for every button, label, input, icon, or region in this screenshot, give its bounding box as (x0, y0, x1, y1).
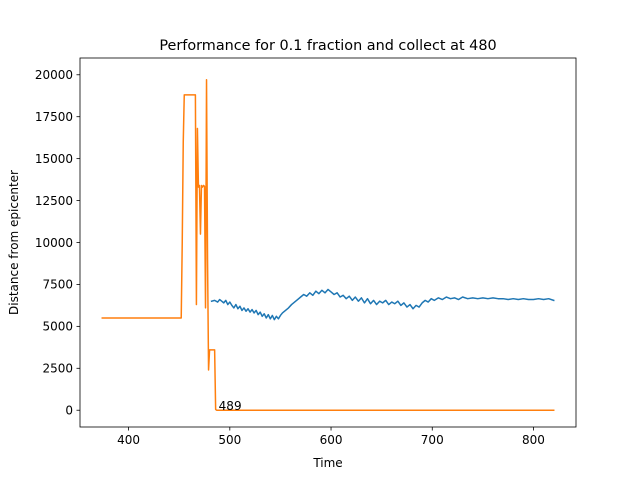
x-tick-label: 500 (218, 433, 241, 447)
plot-area (101, 79, 555, 411)
y-tick-label: 12500 (35, 194, 73, 208)
y-axis: 0 2500 5000 7500 10000 12500 15000 17500 20000 (35, 68, 80, 418)
y-tick-label: 0 (65, 404, 73, 418)
y-tick-label: 7500 (42, 278, 73, 292)
chart-title: Performance for 0.1 fraction and collect… (159, 38, 496, 54)
y-tick-label: 2500 (42, 362, 73, 376)
x-tick-label: 400 (117, 433, 140, 447)
x-tick-label: 800 (522, 433, 545, 447)
x-tick-label: 600 (320, 433, 343, 447)
y-tick-label: 15000 (35, 152, 73, 166)
y-tick-label: 20000 (35, 68, 73, 82)
x-axis-label: Time (312, 456, 342, 470)
annotations: 489 (219, 399, 242, 413)
x-tick-label: 700 (421, 433, 444, 447)
y-tick-label: 17500 (35, 110, 73, 124)
x-axis: 400 500 600 700 800 (117, 427, 545, 447)
series-line-2 (101, 79, 555, 411)
series-line-1 (210, 288, 555, 321)
y-tick-label: 10000 (35, 236, 73, 250)
annotation-label: 489 (219, 399, 242, 413)
y-axis-label: Distance from epicenter (7, 170, 21, 315)
y-tick-label: 5000 (42, 320, 73, 334)
